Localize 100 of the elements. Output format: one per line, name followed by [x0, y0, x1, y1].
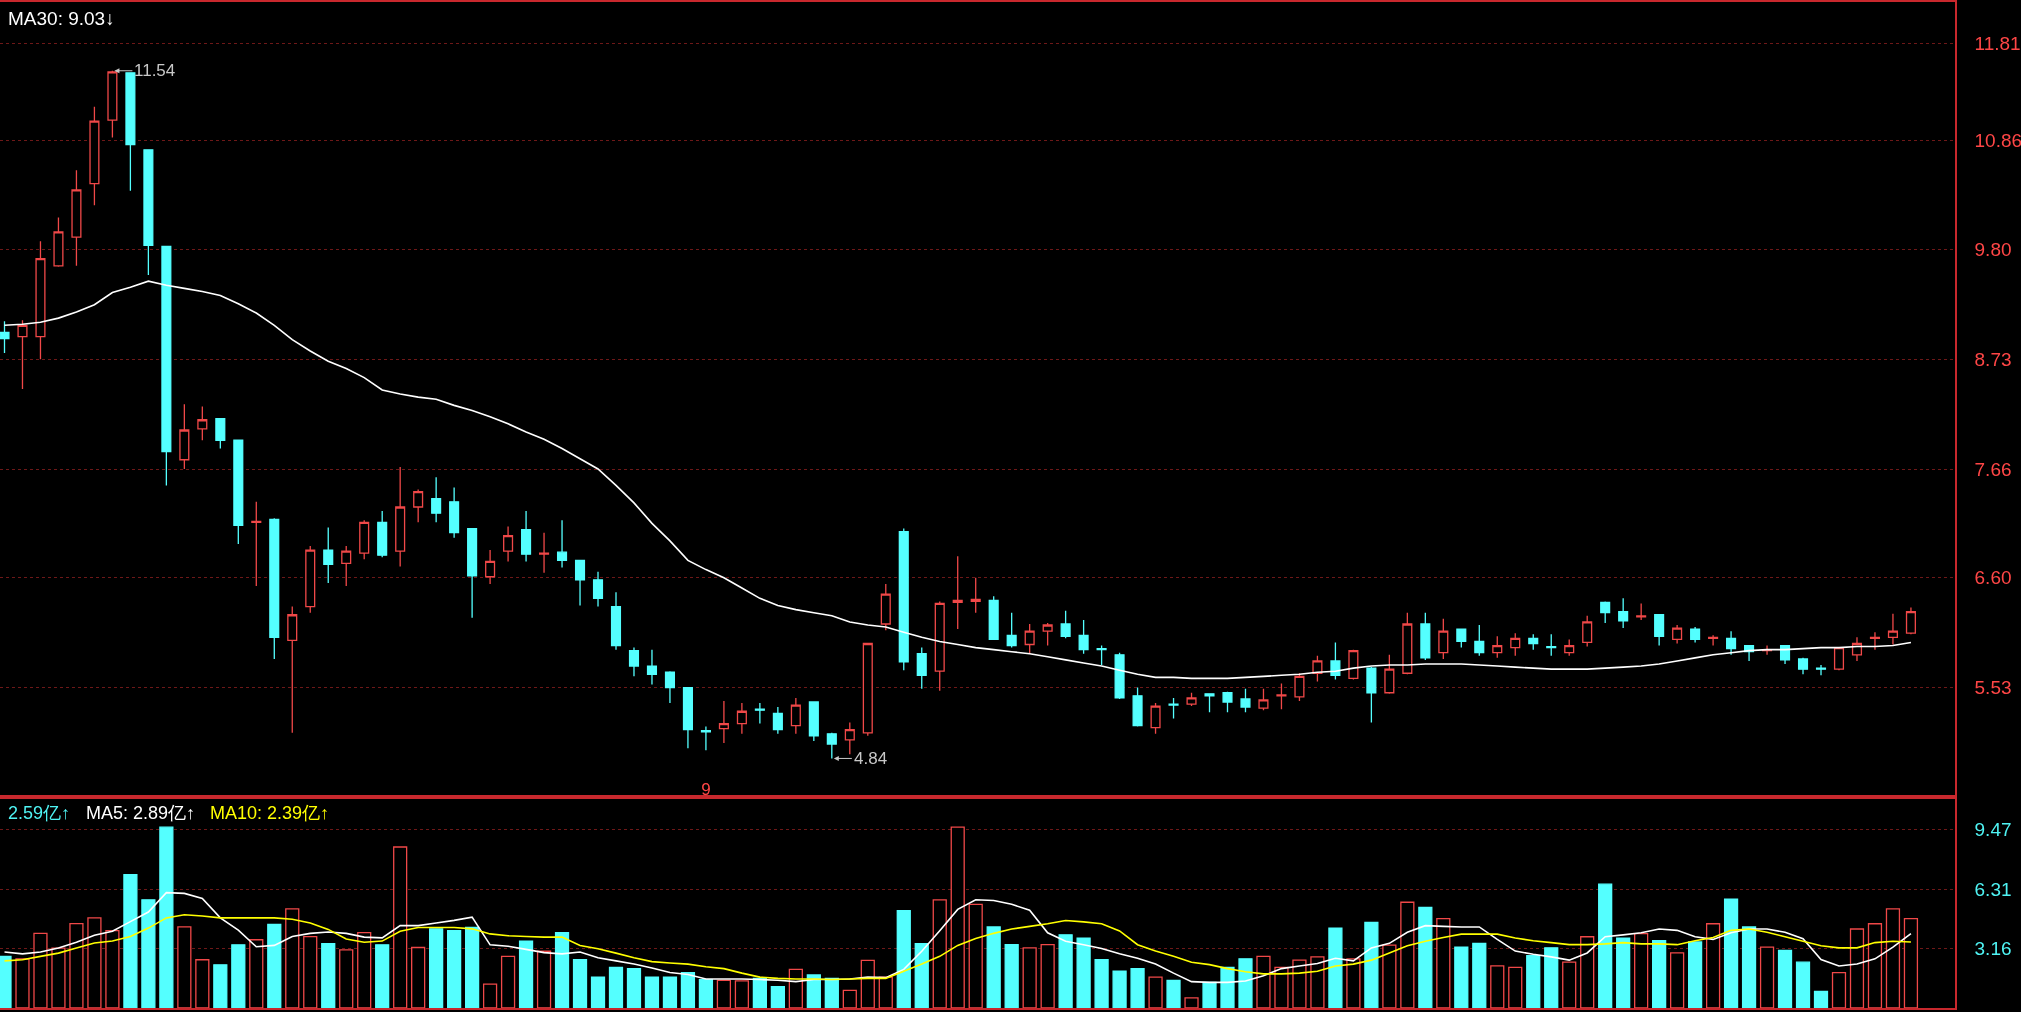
y-tick-label: 7.66: [1974, 458, 2012, 480]
y-tick-label: 6.31: [1974, 878, 2012, 900]
bar: [159, 826, 174, 1008]
bar: [464, 926, 480, 1008]
candlestick: [1024, 623, 1035, 655]
bar: [303, 935, 318, 1008]
bar: [1472, 942, 1487, 1008]
candlestick: [1204, 693, 1215, 713]
annotation: 11.54: [134, 61, 176, 80]
bar: [1220, 966, 1235, 1008]
bar: [1400, 901, 1415, 1008]
candlestick: [1312, 655, 1323, 683]
candlestick: [485, 549, 496, 585]
bar: [1705, 923, 1721, 1008]
bar: [662, 976, 678, 1008]
candlestick: [790, 697, 801, 735]
candlestick: [467, 527, 478, 619]
y-tick-label: 10.86: [1974, 130, 2021, 152]
candlestick: [808, 701, 819, 742]
bar: [1652, 940, 1667, 1008]
chart-title: 2.59亿↑: [8, 803, 71, 823]
candlestick: [826, 732, 837, 760]
candlestick: [305, 545, 316, 614]
candlestick: [574, 559, 586, 607]
bar: [249, 939, 264, 1008]
bar: [1256, 955, 1271, 1008]
candlestick: [359, 519, 370, 560]
candlestick: [1420, 612, 1431, 661]
bar: [213, 964, 228, 1008]
candlestick: [215, 418, 226, 450]
candlestick: [17, 319, 28, 390]
candlestick: [1887, 613, 1899, 646]
candlestick: [287, 605, 298, 734]
bar: [1885, 908, 1901, 1008]
bar: [1112, 970, 1127, 1008]
candlestick: [1546, 633, 1557, 657]
bar: [716, 979, 732, 1008]
bar: [644, 976, 660, 1008]
candlestick: [1042, 622, 1053, 647]
candlestick: [1492, 635, 1503, 659]
bar: [680, 971, 696, 1008]
bar: [1454, 946, 1469, 1008]
candlestick: [1905, 606, 1916, 635]
bar: [1274, 966, 1289, 1008]
bar: [69, 922, 84, 1008]
y-tick-label: 9.80: [1974, 239, 2012, 261]
bar: [141, 899, 156, 1008]
bar: [770, 986, 785, 1008]
candlestick: [1168, 697, 1179, 720]
candlestick: [988, 595, 999, 641]
line-series: [3, 891, 1912, 984]
bar: [1166, 979, 1181, 1008]
bar: [1238, 958, 1253, 1008]
bar: [824, 977, 839, 1008]
candlestick: [556, 519, 568, 569]
bar: [896, 910, 911, 1008]
bar: [267, 923, 282, 1008]
bar: [536, 950, 552, 1008]
line-series: [3, 913, 1912, 981]
candlestick: [161, 245, 172, 487]
bar: [285, 908, 300, 1008]
candlestick: [1456, 628, 1467, 649]
bar: [375, 944, 390, 1008]
candlestick: [1600, 600, 1611, 624]
bar: [1436, 918, 1451, 1008]
candlestick: [1006, 612, 1017, 649]
bar: [1184, 997, 1199, 1008]
candlestick: [1833, 646, 1845, 671]
bar: [590, 976, 606, 1008]
bar: [1148, 976, 1163, 1008]
bar: [51, 947, 66, 1008]
candlestick: [700, 725, 711, 751]
candlestick: [1582, 615, 1593, 648]
bar: [1562, 961, 1577, 1008]
bar: [357, 931, 372, 1008]
bar: [1202, 981, 1217, 1008]
candlestick: [1672, 624, 1683, 645]
bar: [1813, 990, 1829, 1008]
candlestick: [1726, 630, 1737, 656]
bar: [860, 959, 875, 1008]
bar: [518, 940, 534, 1008]
candlestick: [1618, 597, 1629, 629]
bar: [321, 942, 336, 1008]
bar: [1616, 937, 1631, 1008]
bar: [177, 926, 192, 1008]
candlestick: [1564, 638, 1575, 657]
bar: [608, 966, 624, 1008]
candlestick: [1222, 691, 1233, 713]
bar: [914, 942, 929, 1008]
candlestick: [1708, 634, 1719, 647]
candlestick: [233, 439, 244, 545]
bar: [1130, 967, 1145, 1008]
bar: [1795, 961, 1811, 1008]
candlestick: [1258, 688, 1269, 711]
candlestick: [1510, 632, 1521, 657]
bar: [734, 980, 750, 1008]
bar: [752, 977, 767, 1008]
bar: [1687, 941, 1703, 1008]
candlestick: [880, 583, 891, 631]
candlestick: [143, 149, 154, 276]
